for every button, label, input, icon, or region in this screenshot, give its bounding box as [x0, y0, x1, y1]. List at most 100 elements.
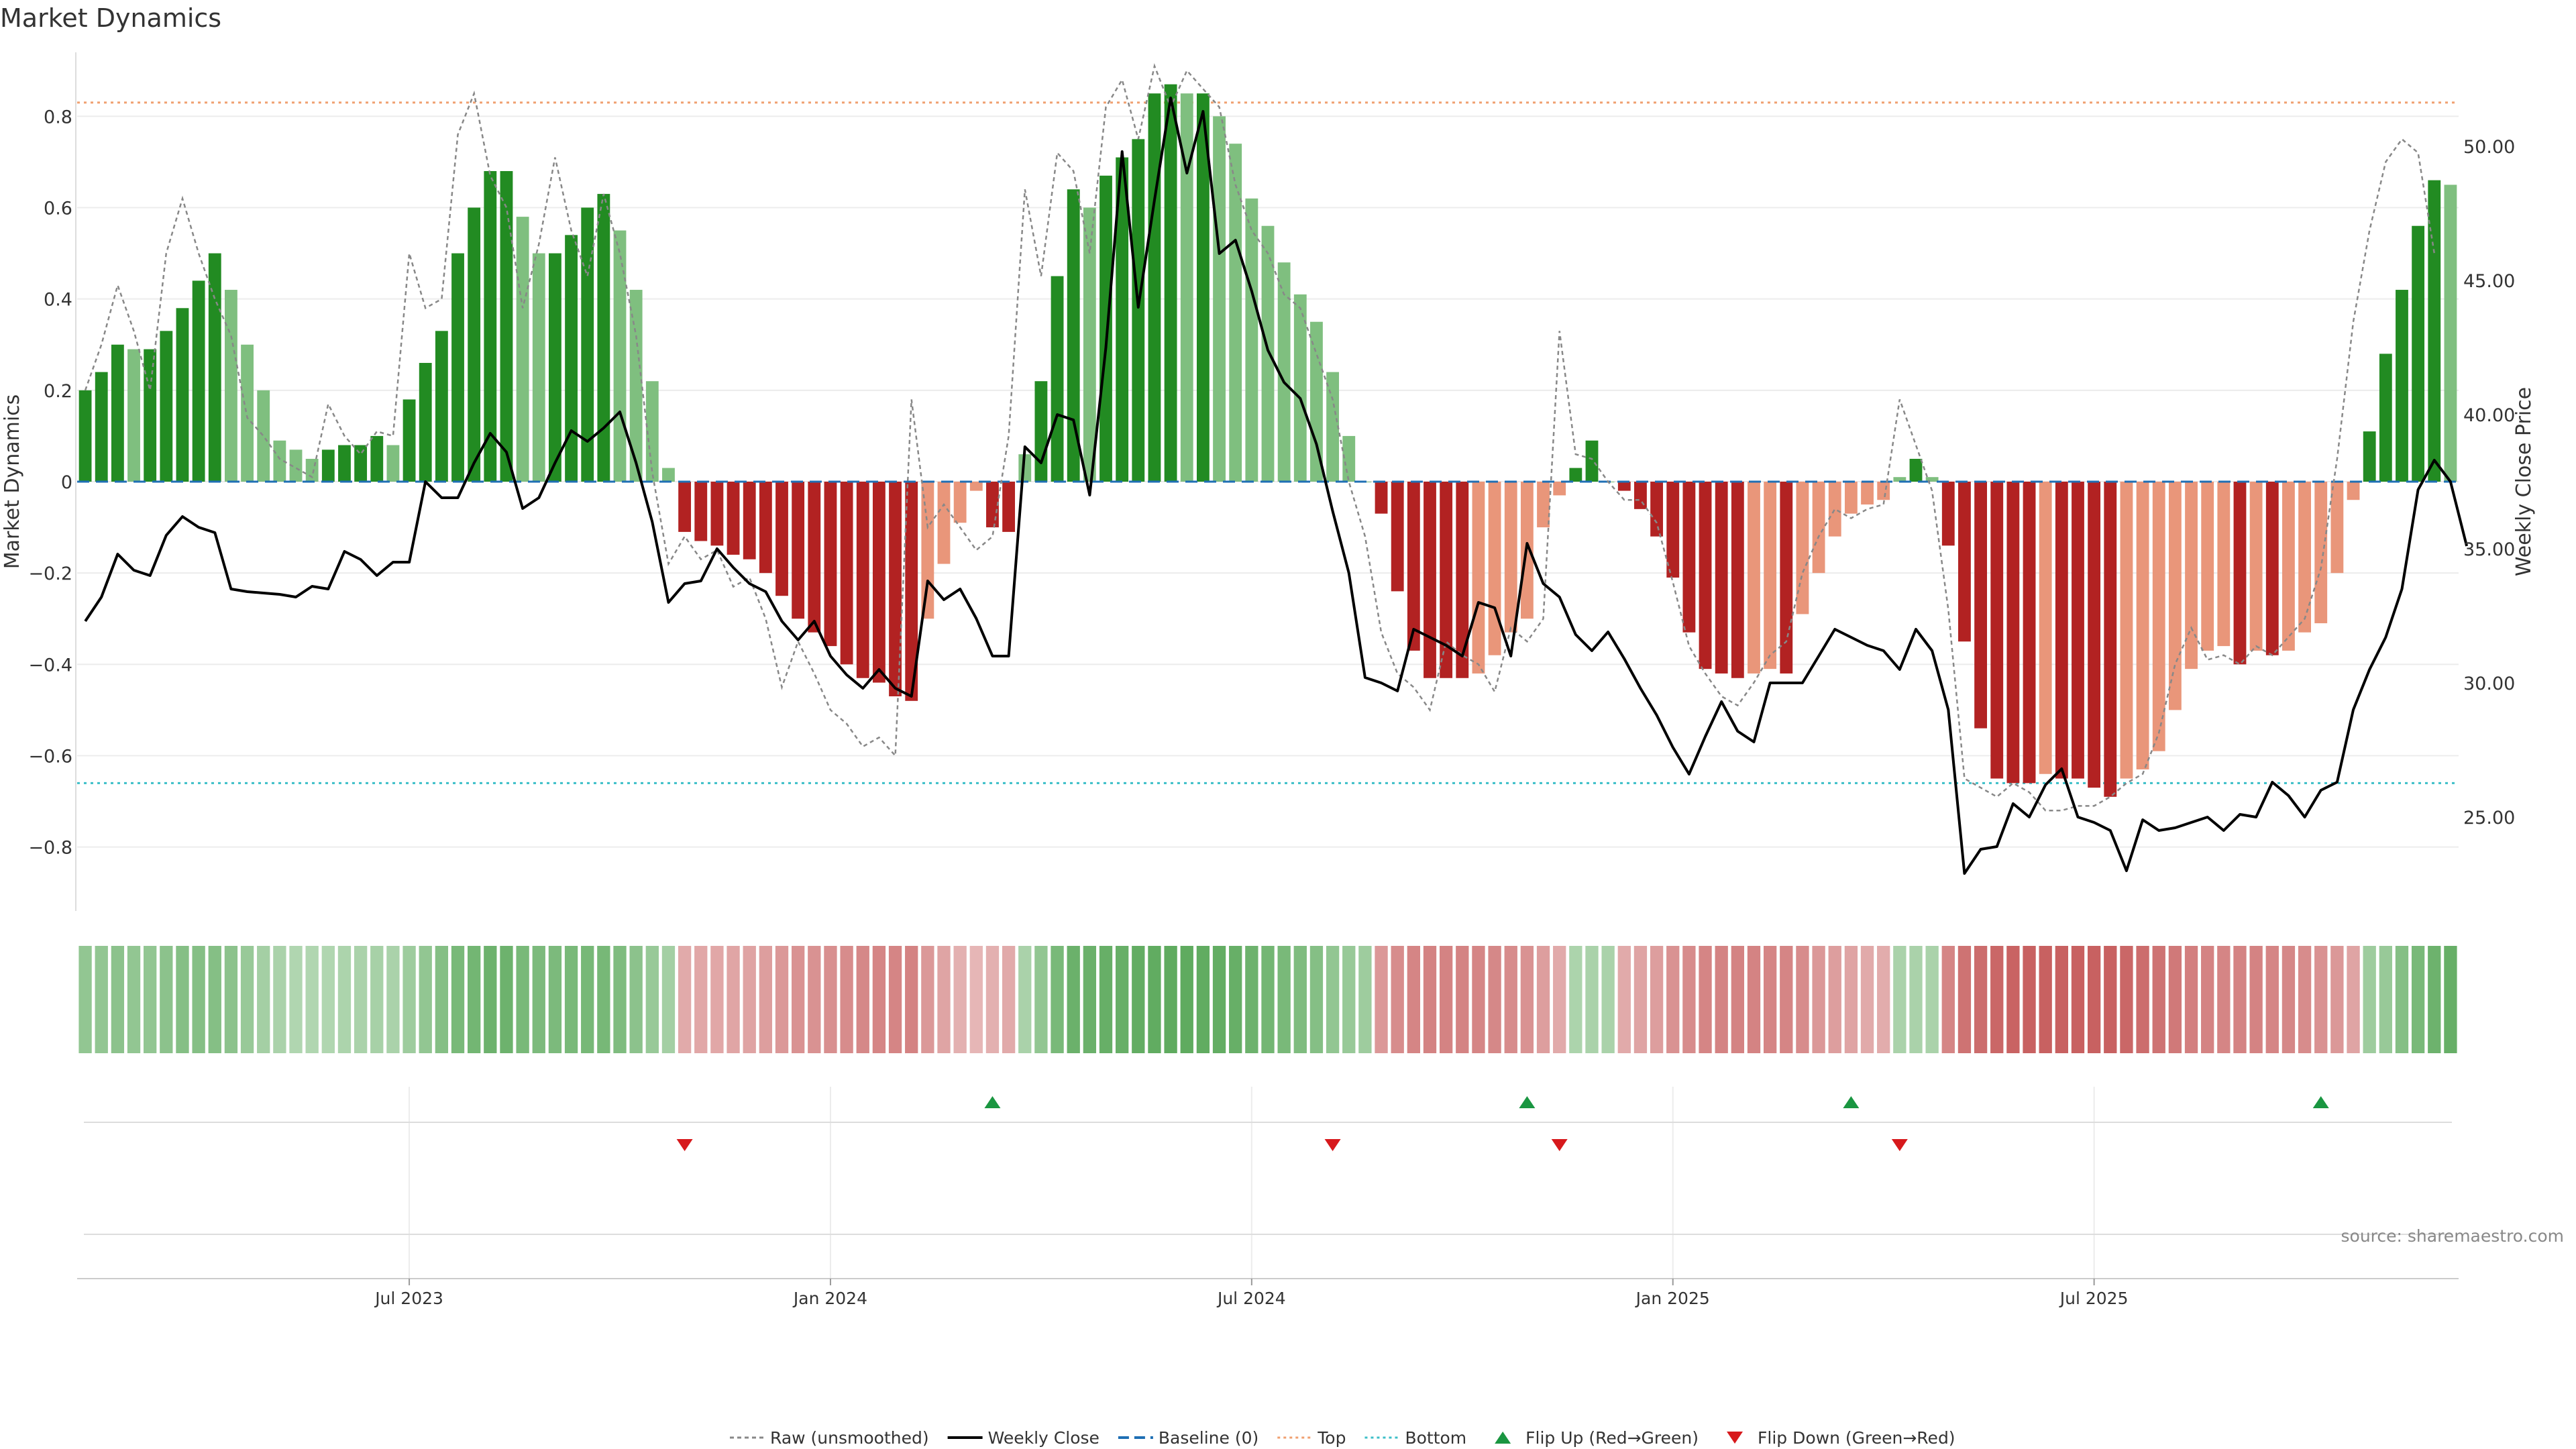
- legend-label: Bottom: [1405, 1428, 1466, 1448]
- heat-cell-6: [176, 946, 189, 1053]
- bar-132: [2217, 482, 2231, 647]
- heat-cell-39: [710, 946, 724, 1053]
- legend-symbol-flip-down: [1727, 1432, 1743, 1444]
- flip-down-marker-2: [1551, 1139, 1568, 1151]
- legend-label: Top: [1317, 1428, 1346, 1448]
- heat-cell-123: [2071, 946, 2085, 1053]
- heat-cell-77: [1326, 946, 1340, 1053]
- bar-12: [273, 440, 286, 482]
- heat-cell-135: [2265, 946, 2279, 1053]
- bar-80: [1375, 482, 1388, 514]
- bar-86: [1472, 482, 1485, 674]
- heat-cell-93: [1585, 946, 1599, 1053]
- heat-cell-9: [224, 946, 238, 1053]
- bar-118: [1990, 482, 2004, 779]
- bar-131: [2201, 482, 2214, 651]
- heat-cell-35: [645, 946, 659, 1053]
- heat-cell-67: [1164, 946, 1177, 1053]
- bar-51: [905, 482, 918, 701]
- heat-cell-42: [759, 946, 773, 1053]
- left-tick-label: −0.4: [28, 655, 72, 676]
- flip-up-marker-3: [2312, 1096, 2329, 1108]
- heat-cell-86: [1472, 946, 1485, 1053]
- heat-cell-10: [240, 946, 254, 1053]
- heat-cell-37: [678, 946, 692, 1053]
- heat-cell-34: [629, 946, 643, 1053]
- heat-cell-15: [321, 946, 335, 1053]
- heat-cell-80: [1375, 946, 1388, 1053]
- bar-91: [1553, 482, 1566, 496]
- bar-124: [2088, 482, 2101, 788]
- heat-cell-112: [1893, 946, 1907, 1053]
- heat-cell-63: [1099, 946, 1113, 1053]
- bar-38: [694, 482, 708, 541]
- bar-25: [484, 171, 497, 482]
- legend-label: Raw (unsmoothed): [770, 1428, 929, 1448]
- bar-0: [78, 390, 92, 482]
- left-tick-label: 0.2: [44, 381, 72, 402]
- left-tick-label: 0: [61, 472, 72, 493]
- bar-122: [2055, 482, 2068, 779]
- heat-cell-78: [1342, 946, 1356, 1053]
- right-tick-label: 40.00: [2463, 405, 2515, 426]
- bar-67: [1164, 84, 1177, 482]
- bar-46: [824, 482, 837, 647]
- right-axis-ticks: 50.00 45.00 40.00 35.00 30.00 25.00: [2463, 137, 2515, 828]
- bar-98: [1666, 482, 1680, 578]
- heat-cell-83: [1423, 946, 1437, 1053]
- heat-cell-92: [1569, 946, 1582, 1053]
- heat-cell-110: [1860, 946, 1874, 1053]
- bar-104: [1764, 482, 1777, 669]
- heat-cell-91: [1553, 946, 1566, 1053]
- heat-cell-140: [2347, 946, 2360, 1053]
- heat-cell-134: [2249, 946, 2263, 1053]
- heat-cell-137: [2298, 946, 2312, 1053]
- heat-cell-50: [888, 946, 902, 1053]
- bar-57: [1002, 482, 1016, 532]
- heat-cell-49: [872, 946, 886, 1053]
- heat-cell-95: [1617, 946, 1631, 1053]
- bar-146: [2444, 184, 2457, 482]
- flip-up-marker-2: [1843, 1096, 1860, 1108]
- source-note: source: sharemaestro.com: [2341, 1226, 2565, 1246]
- heat-cell-51: [905, 946, 918, 1053]
- bar-56: [986, 482, 999, 528]
- heat-cell-64: [1115, 946, 1129, 1053]
- bar-55: [969, 482, 983, 491]
- weekly-close-line: [84, 97, 2469, 875]
- heat-cell-65: [1132, 946, 1145, 1053]
- bar-39: [710, 482, 724, 546]
- bar-84: [1440, 482, 1453, 678]
- legend-symbol-flip-up: [1495, 1432, 1511, 1444]
- main-panel: 0.8 0.6 0.4 0.2 0 −0.2 −0.4 −0.6 −0.8 50.00 45.00…: [28, 52, 2515, 1278]
- heat-cell-25: [484, 946, 497, 1053]
- legend-item-raw: Raw (unsmoothed): [730, 1428, 929, 1448]
- bar-54: [953, 482, 967, 523]
- heat-cell-59: [1034, 946, 1048, 1053]
- heat-cell-38: [694, 946, 708, 1053]
- bar-103: [1748, 482, 1760, 674]
- bar-85: [1456, 482, 1469, 678]
- heat-cell-46: [824, 946, 837, 1053]
- heat-cell-2: [111, 946, 125, 1053]
- heat-cell-88: [1504, 946, 1517, 1053]
- bar-144: [2412, 225, 2425, 482]
- heat-cell-121: [2039, 946, 2052, 1053]
- bar-82: [1407, 482, 1420, 651]
- bar-34: [629, 290, 643, 482]
- heat-cell-102: [1731, 946, 1744, 1053]
- heat-cell-143: [2395, 946, 2409, 1053]
- heat-cell-109: [1844, 946, 1858, 1053]
- flip-down-marker-3: [1891, 1139, 1908, 1151]
- legend-label: Flip Up (Red→Green): [1525, 1428, 1699, 1448]
- bar-145: [2428, 180, 2441, 482]
- bar-4: [144, 349, 157, 482]
- bar-53: [937, 482, 951, 564]
- heat-cell-19: [386, 946, 400, 1053]
- bar-35: [645, 381, 659, 482]
- bar-96: [1634, 482, 1647, 509]
- bar-92: [1569, 468, 1582, 482]
- bar-63: [1099, 175, 1112, 482]
- bar-135: [2265, 482, 2279, 655]
